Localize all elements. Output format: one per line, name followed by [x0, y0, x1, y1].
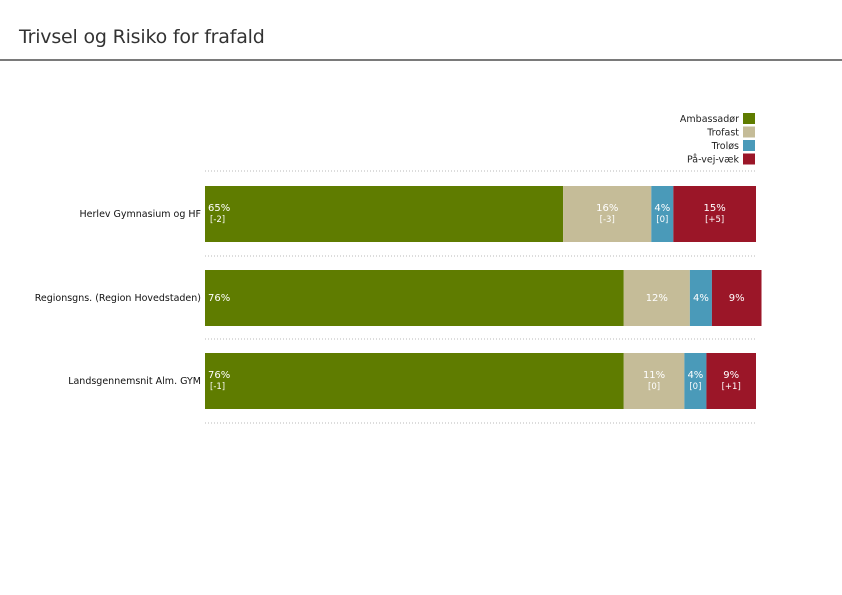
bar-trofast-1	[623, 270, 690, 326]
data-label-ambassador-0: 65%	[208, 203, 230, 214]
data-label-pa-vej-vaek-2: 9%	[723, 370, 739, 381]
bar-ambassador-2	[205, 353, 624, 409]
change-label-trolos-2: [0]	[689, 382, 701, 392]
category-label-2: Landsgennemsnit Alm. GYM	[68, 376, 201, 387]
bar-ambassador-1	[205, 270, 624, 326]
legend-swatch-trolos	[743, 140, 755, 151]
category-label-1: Regionsgns. (Region Hovedstaden)	[35, 293, 201, 304]
bar-trofast-2	[623, 353, 685, 409]
category-label-0: Herlev Gymnasium og HF	[80, 209, 201, 220]
change-label-trolos-0: [0]	[656, 215, 668, 225]
legend-label-ambassador: Ambassadør	[680, 114, 739, 125]
data-label-trolos-2: 4%	[687, 370, 703, 381]
change-label-pa-vej-vaek-2: [+1]	[722, 382, 741, 392]
legend-swatch-pa-vej-vaek	[743, 153, 755, 165]
data-label-trolos-1: 4%	[693, 293, 709, 304]
change-label-trofast-0: [-3]	[600, 215, 615, 225]
data-label-pa-vej-vaek-1: 9%	[729, 293, 745, 304]
change-label-ambassador-2: [-1]	[210, 382, 225, 392]
title-divider	[0, 59, 842, 61]
data-label-ambassador-1: 76%	[208, 293, 230, 304]
bar-ambassador-0	[205, 186, 564, 242]
legend-label-pa-vej-vaek: På-vej-væk	[687, 155, 740, 166]
change-label-ambassador-0: [-2]	[210, 215, 225, 225]
change-label-pa-vej-vaek-0: [+5]	[705, 215, 724, 225]
change-label-trofast-2: [0]	[648, 382, 660, 392]
legend-swatch-ambassador	[743, 113, 755, 124]
data-label-ambassador-2: 76%	[208, 370, 230, 381]
bar-trofast-0	[563, 186, 652, 242]
data-label-trolos-0: 4%	[654, 203, 670, 214]
page-title: Trivsel og Risiko for frafald	[19, 26, 265, 48]
bar-pa-vej-vaek-1	[711, 270, 762, 326]
legend-label-trofast: Trofast	[706, 128, 739, 139]
data-label-trofast-0: 16%	[596, 203, 618, 214]
bar-trolos-1	[689, 270, 712, 326]
bar-trolos-0	[651, 186, 674, 242]
data-label-trofast-2: 11%	[643, 370, 665, 381]
legend-swatch-trofast	[743, 126, 755, 138]
data-label-trofast-1: 12%	[646, 293, 668, 304]
bar-pa-vej-vaek-2	[706, 353, 756, 409]
legend-label-trolos: Troløs	[711, 141, 739, 152]
bar-trolos-2	[684, 353, 707, 409]
bar-pa-vej-vaek-0	[673, 186, 756, 242]
data-label-pa-vej-vaek-0: 15%	[704, 203, 726, 214]
